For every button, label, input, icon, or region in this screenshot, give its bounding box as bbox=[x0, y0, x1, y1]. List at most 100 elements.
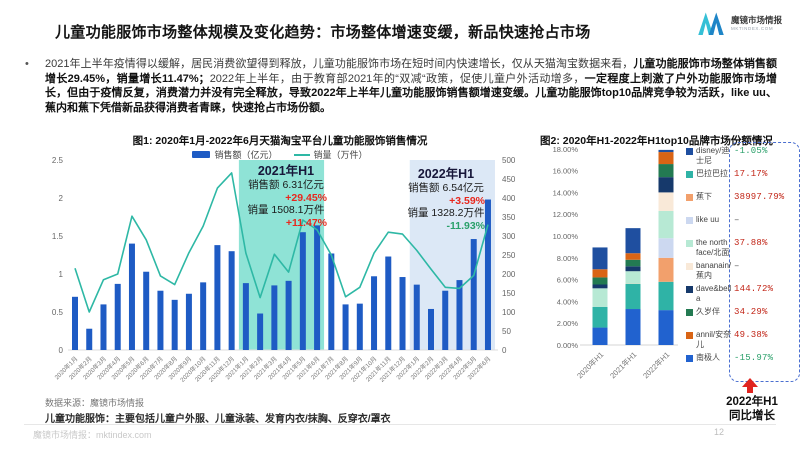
brand-name: like uu bbox=[696, 215, 720, 224]
up-arrow-icon bbox=[742, 378, 758, 387]
summary-text: 2021年上半年疫情得以缓解，居民消费欲望得到释放，儿童功能服饰市场在短时间内快… bbox=[45, 57, 777, 115]
right-axis-tick: 350 bbox=[502, 213, 516, 222]
brand-growth-value: -15.97% bbox=[734, 353, 774, 363]
sales-bar bbox=[200, 282, 207, 350]
brand-swatch-icon bbox=[686, 309, 693, 316]
stack-segment-久岁伴 bbox=[658, 164, 674, 178]
stack-segment-久岁伴 bbox=[625, 259, 641, 267]
brand-growth-value: – bbox=[734, 261, 740, 271]
stack-segment-bananain/蕉内 bbox=[658, 192, 674, 211]
right-axis-tick: 300 bbox=[502, 232, 516, 241]
brand-name: bananain/蕉内 bbox=[696, 261, 732, 280]
data-source: 数据来源：魔镜市场情报 bbox=[45, 398, 145, 408]
legend-label-volume: 销量（万件） bbox=[313, 150, 368, 160]
y-axis-tick: 4.00% bbox=[557, 297, 579, 306]
brand-legend-item: annil/安奈儿 49.38% bbox=[686, 330, 798, 353]
chart1-legend: 销售额（亿元） 销量（万件） bbox=[30, 148, 530, 161]
sales-bar bbox=[228, 251, 235, 350]
sales-bar bbox=[285, 280, 292, 350]
legend-label-sales: 销售额（亿元） bbox=[214, 150, 278, 160]
stack-segment-久岁伴 bbox=[592, 277, 608, 285]
y-axis-tick: 6.00% bbox=[557, 276, 579, 285]
brand-growth-value: 144.72% bbox=[734, 284, 774, 294]
brand-growth-value: 34.29% bbox=[734, 307, 768, 317]
sales-bar bbox=[385, 256, 392, 350]
sales-bar bbox=[214, 245, 221, 350]
stack-segment-南极人 bbox=[658, 310, 674, 345]
sales-bar bbox=[470, 239, 477, 350]
brand-swatch-icon bbox=[686, 263, 693, 270]
brand-name: 蕉下 bbox=[696, 192, 712, 201]
y-axis-tick: 16.00% bbox=[553, 167, 579, 176]
brand-legend-item: 蕉下 38997.79% bbox=[686, 192, 798, 215]
brand-name: 南极人 bbox=[696, 353, 720, 362]
up-arrow-stem bbox=[747, 386, 753, 393]
brand-swatch-icon bbox=[686, 332, 693, 339]
brand-name: 巴拉巴拉 bbox=[696, 169, 728, 178]
stack-segment-蕉下 bbox=[658, 257, 674, 282]
halfyear-label: 2022年H1 bbox=[640, 349, 671, 380]
left-axis-tick: 2.5 bbox=[52, 156, 64, 165]
sales-bar bbox=[428, 308, 434, 350]
stack-segment-巴拉巴拉 bbox=[625, 283, 641, 310]
brand-swatch-icon bbox=[686, 240, 693, 247]
right-axis-tick: 0 bbox=[502, 346, 507, 355]
left-axis-tick: 0.5 bbox=[52, 308, 64, 317]
brand-logo: 魔镜市场情报 MKTINDEX.COM bbox=[696, 10, 782, 36]
sales-bar bbox=[371, 276, 378, 350]
summary-segment: 2021年上半年疫情得以缓解，居民消费欲望得到释放，儿童功能服饰市场在短时间内快… bbox=[45, 58, 634, 70]
brand-legend-item: 久岁伴 34.29% bbox=[686, 307, 798, 330]
annotation-2022h1: 2022年H1 销售额 6.54亿元 +3.59% 销量 1328.2万件 -1… bbox=[407, 167, 485, 233]
bullet-point: • bbox=[25, 58, 29, 70]
stack-segment-annil/安奈儿 bbox=[625, 253, 641, 260]
stack-segment-巴拉巴拉 bbox=[592, 306, 608, 328]
halfyear-label: 2020年H1 bbox=[574, 349, 605, 380]
left-axis-tick: 1 bbox=[59, 270, 64, 279]
sales-bar bbox=[342, 304, 349, 350]
chart2-legend: disney/迪士尼 -1.05% 巴拉巴拉 17.17% 蕉下 38997.79% lik… bbox=[686, 146, 798, 376]
definition-note: 儿童功能服饰：主要包括儿童户外服、儿童泳装、发育内衣/抹胸、反穿衣/罩衣 bbox=[45, 414, 391, 425]
brand-name: 魔镜市场情报 bbox=[730, 14, 782, 25]
sales-bar bbox=[456, 280, 463, 350]
page-title: 儿童功能服饰市场整体规模及变化趋势：市场整体增速变缓，新品快速抢占市场 bbox=[55, 24, 591, 41]
legend-item-volume: 销量（万件） bbox=[293, 148, 368, 161]
summary-segment: 一定程度上刺激了户外功能服饰市场增长，但由于疫情反复，消费潜力并没有完全释放，导… bbox=[45, 72, 778, 114]
sales-bar bbox=[257, 313, 264, 350]
sales-bar bbox=[484, 199, 491, 350]
annotation-2021h1: 2021年H1 销售额 6.31亿元 +29.45% 销量 1508.1万件 +… bbox=[247, 164, 327, 230]
stack-segment-disney/迪士尼 bbox=[625, 228, 641, 254]
brand-name: the north face/北面 bbox=[696, 238, 730, 257]
footer-divider bbox=[24, 424, 776, 425]
stack-segment-dave&bella bbox=[625, 266, 641, 272]
bar-swatch-icon bbox=[192, 151, 211, 158]
stack-segment-巴拉巴拉 bbox=[658, 281, 674, 311]
brand-growth-value: 17.17% bbox=[734, 169, 768, 179]
sales-bar bbox=[185, 293, 192, 350]
left-axis-tick: 0 bbox=[59, 346, 64, 355]
sales-bar bbox=[399, 277, 406, 350]
brand-swatch-icon bbox=[686, 194, 693, 201]
brand-legend-item: bananain/蕉内 – bbox=[686, 261, 798, 284]
watermark: 魔镜市场情报：mktindex.com bbox=[33, 430, 152, 440]
brand-growth-value: – bbox=[734, 215, 740, 225]
sales-bar bbox=[314, 225, 321, 350]
sales-trend-chart: 2.521.510.505004504003503002502001501005… bbox=[52, 156, 516, 384]
brand-swatch-icon bbox=[686, 355, 693, 362]
summary-paragraph: • 2021年上半年疫情得以缓解，居民消费欲望得到释放，儿童功能服饰市场在短时间… bbox=[25, 57, 777, 115]
sales-bar bbox=[413, 284, 420, 350]
highlight-band-2021年H1 bbox=[238, 160, 325, 350]
brand-legend-item: 巴拉巴拉 17.17% bbox=[686, 169, 798, 192]
sales-bar bbox=[271, 285, 278, 350]
brand-growth-value: -1.05% bbox=[734, 146, 768, 156]
brand-legend-item: dave&bella 144.72% bbox=[686, 284, 798, 307]
chart2-title: 图2: 2020年H1-2022年H1top10品牌市场份额情况 bbox=[540, 135, 773, 147]
chart1-title: 图1: 2020年1月-2022年6月天猫淘宝平台儿童功能服饰销售情况 bbox=[132, 135, 428, 147]
brand-growth-value: 37.88% bbox=[734, 238, 768, 248]
stack-segment-南极人 bbox=[625, 309, 641, 345]
right-axis-tick: 100 bbox=[502, 308, 516, 317]
brand-name: disney/迪士尼 bbox=[696, 146, 730, 165]
legend-item-sales: 销售额（亿元） bbox=[192, 148, 278, 161]
right-axis-tick: 500 bbox=[502, 156, 516, 165]
stack-segment-dave&bella bbox=[658, 177, 674, 193]
